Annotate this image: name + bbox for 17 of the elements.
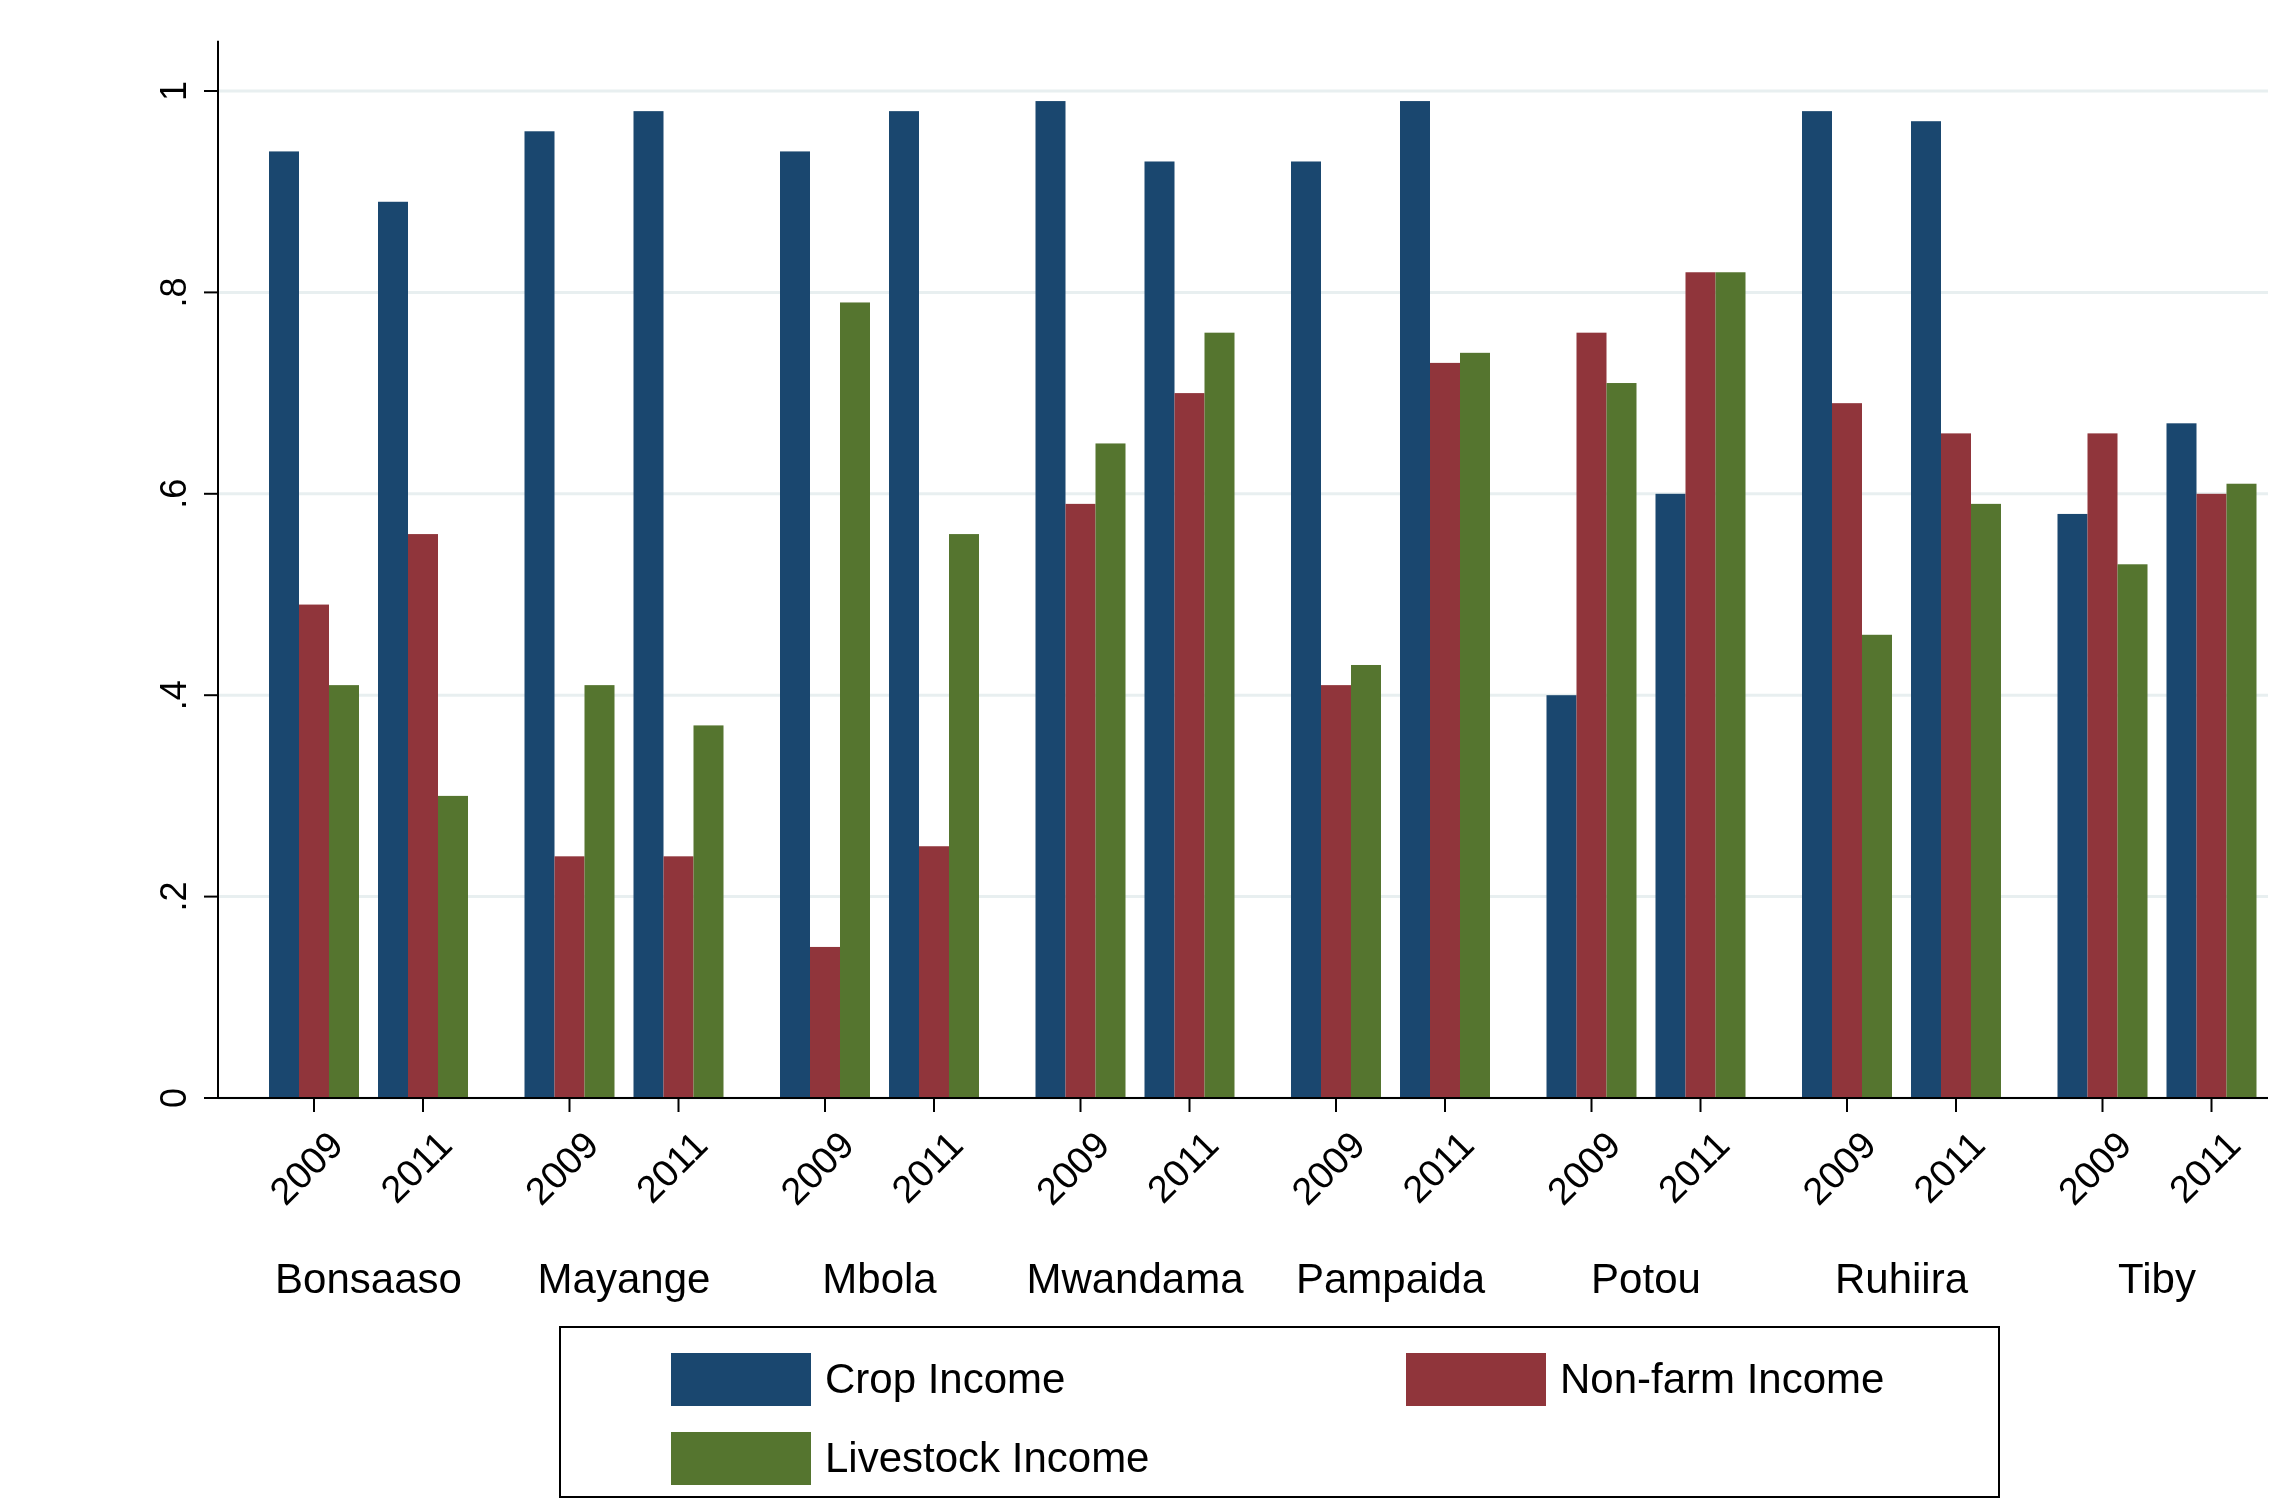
legend-label: Crop Income bbox=[825, 1355, 1066, 1402]
y-tick-label: .4 bbox=[153, 680, 194, 711]
y-tick-label: .8 bbox=[153, 277, 194, 308]
text: Bonsaaso bbox=[275, 1255, 462, 1302]
text: Mwandama bbox=[1026, 1255, 1245, 1302]
y-tick-label: 0 bbox=[153, 1087, 194, 1109]
text: Ruhiira bbox=[1834, 1255, 1969, 1302]
text: Mbola bbox=[822, 1255, 938, 1302]
y-tick-label: .6 bbox=[153, 478, 194, 509]
text: Pampaida bbox=[1295, 1255, 1486, 1302]
text: Mayange bbox=[537, 1255, 711, 1302]
text: Potou bbox=[1591, 1255, 1701, 1302]
legend-label: Non-farm Income bbox=[1560, 1355, 1885, 1402]
legend-label: Livestock Income bbox=[825, 1434, 1150, 1481]
text: Tiby bbox=[2118, 1255, 2196, 1302]
y-tick-label: .2 bbox=[153, 881, 194, 912]
y-tick-label: 1 bbox=[153, 80, 194, 102]
